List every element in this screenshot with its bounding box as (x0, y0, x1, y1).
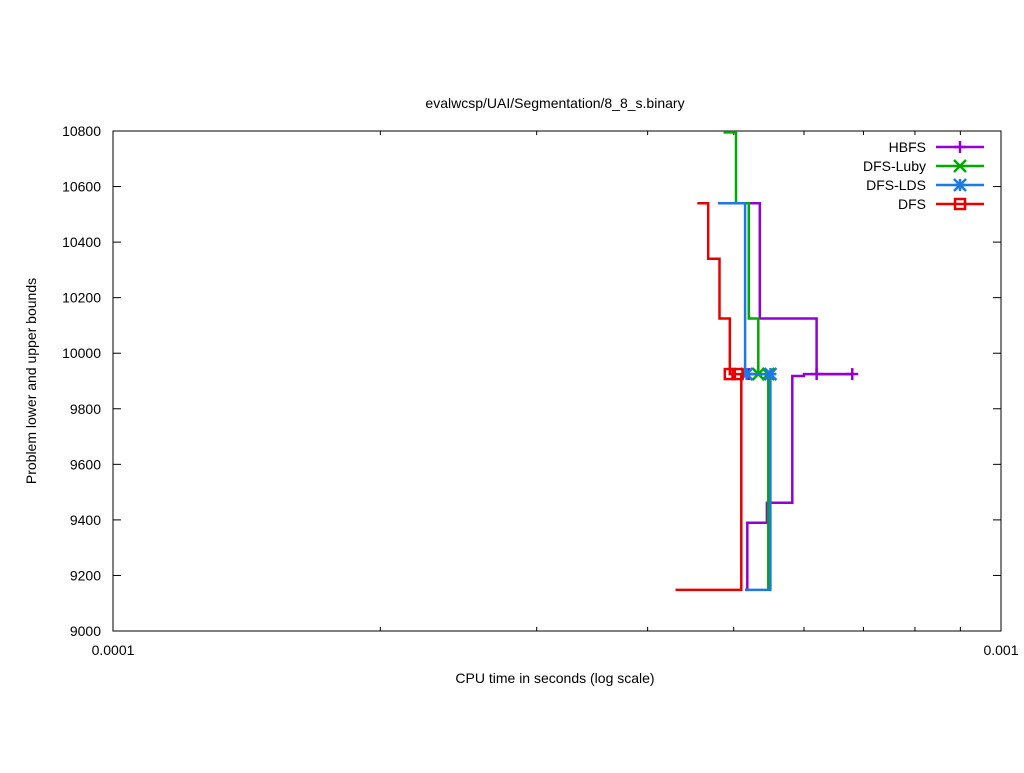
plot-frame (112, 130, 1002, 632)
x-tick-label: 0.001 (983, 642, 1018, 658)
series-dfs-point (723, 367, 737, 381)
chart-title: evalwcsp/UAI/Segmentation/8_8_s.binary (425, 95, 684, 111)
y-tick-label: 10800 (62, 123, 101, 139)
y-axis-label: Problem lower and upper bounds (23, 278, 39, 484)
legend-marker-dfs-luby (953, 159, 967, 173)
y-tick-label: 9000 (70, 623, 101, 639)
legend-label-hbfs: HBFS (889, 139, 926, 155)
y-tick-label: 10000 (62, 345, 101, 361)
series-hbfs (742, 201, 859, 592)
series-dfs-lds-point (763, 367, 778, 381)
series-dfs-luby-upper-line (723, 131, 769, 376)
series-dfs-lds-lower-line (745, 374, 772, 592)
series-dfs-lower-line (675, 374, 743, 592)
legend-marker-dfs (953, 197, 967, 211)
y-tick-label: 9800 (70, 401, 101, 417)
series-hbfs-point (846, 368, 859, 381)
series-dfs-lds-upper-line (717, 201, 771, 376)
series-hbfs-upper-line (745, 201, 853, 376)
y-tick-label: 10600 (62, 179, 101, 195)
y-tick-label: 9400 (70, 512, 101, 528)
series-dfs (675, 201, 744, 592)
legend-label-dfs: DFS (898, 196, 926, 212)
axes: 9000 9200 9400 9600 9800 10000 10200 10400 10600… (62, 123, 1019, 658)
x-tick-label: 0.0001 (92, 642, 135, 658)
x-axis-label: CPU time in seconds (log scale) (455, 670, 654, 686)
series-hbfs-lower-line (745, 372, 853, 592)
y-tick-label: 10400 (62, 234, 101, 250)
y-tick-label: 9600 (70, 456, 101, 472)
series-hbfs-point (810, 368, 823, 381)
legend-label-dfs-lds: DFS-LDS (866, 177, 926, 193)
legend-marker-hbfs (954, 141, 966, 153)
legend: HBFS DFS-Luby DFS-LDS DFS (863, 139, 984, 212)
legend-marker-dfs-lds (953, 178, 967, 192)
series-layer (675, 131, 859, 592)
series-dfs-upper-line (697, 201, 742, 376)
y-tick-label: 9200 (70, 567, 101, 583)
y-tick-label: 10200 (62, 290, 101, 306)
legend-label-dfs-luby: DFS-Luby (863, 158, 926, 174)
series-dfs-point (731, 367, 744, 381)
